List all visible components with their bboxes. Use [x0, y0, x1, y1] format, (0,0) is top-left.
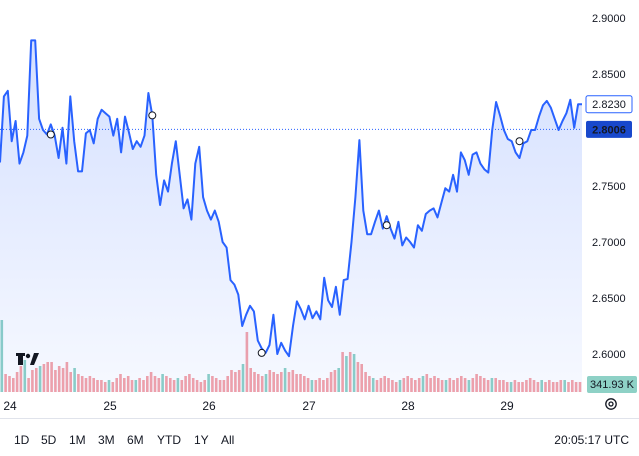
event-markers — [46, 111, 524, 357]
range-3m-button[interactable]: 3M — [98, 433, 115, 447]
tradingview-logo[interactable] — [16, 353, 39, 365]
event-marker[interactable] — [148, 111, 157, 120]
price-chart: 2.90002.85002.80002.75002.70002.65002.60… — [0, 13, 637, 413]
range-1m-button[interactable]: 1M — [69, 433, 86, 447]
x-tick-label: 24 — [3, 399, 17, 413]
utc-clock: 20:05:17 UTC — [554, 433, 629, 447]
y-tick-label: 2.9000 — [592, 13, 626, 25]
range-1y-button[interactable]: 1Y — [194, 433, 209, 447]
x-tick-label: 27 — [302, 399, 316, 413]
y-tick-label: 2.6000 — [592, 349, 626, 361]
price-line — [0, 39, 582, 358]
range-1d-button[interactable]: 1D — [14, 433, 30, 447]
y-tick-label: 2.7500 — [592, 181, 626, 193]
x-axis: 24 25 26 27 28 29 — [3, 399, 514, 413]
current-price-badge: 2.8230 — [585, 95, 633, 114]
current-price-label: 2.8230 — [592, 99, 626, 111]
range-toolbar: 1D 5D 1M 3M 6M YTD 1Y All 20:05:17 UTC — [0, 418, 639, 456]
reference-price-label: 2.8006 — [592, 124, 626, 136]
y-tick-label: 2.8500 — [592, 69, 626, 81]
event-marker[interactable] — [515, 137, 524, 146]
x-tick-label: 26 — [202, 399, 216, 413]
event-marker[interactable] — [46, 130, 55, 139]
x-tick-label: 28 — [401, 399, 415, 413]
x-tick-label: 29 — [500, 399, 514, 413]
x-tick-label: 25 — [103, 399, 117, 413]
reference-price-badge: 2.8006 — [586, 120, 632, 138]
event-marker[interactable] — [257, 348, 266, 357]
y-tick-label: 2.7000 — [592, 237, 626, 249]
range-5d-button[interactable]: 5D — [41, 433, 57, 447]
y-tick-label: 2.6500 — [592, 293, 626, 305]
volume-badge: 341.93 K — [587, 376, 637, 393]
event-marker[interactable] — [382, 221, 391, 230]
range-ytd-button[interactable]: YTD — [157, 433, 181, 447]
range-all-button[interactable]: All — [221, 433, 235, 447]
volume-label: 341.93 K — [590, 379, 635, 391]
gear-icon[interactable] — [604, 397, 618, 411]
range-6m-button[interactable]: 6M — [127, 433, 144, 447]
y-axis: 2.90002.85002.80002.75002.70002.65002.60… — [592, 13, 626, 361]
